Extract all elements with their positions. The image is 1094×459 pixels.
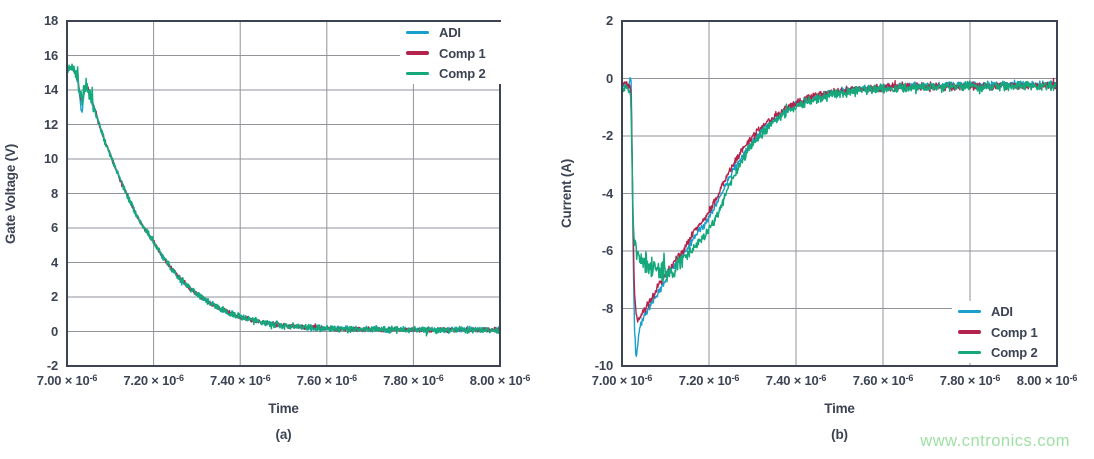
series-path-adi [67, 66, 500, 334]
legend-label: Comp 2 [439, 66, 486, 81]
x-tick-label: 7.40 × 10-6 [765, 373, 827, 388]
plot-frame [621, 20, 1058, 367]
comp1-line-swatch [406, 51, 429, 55]
legend-label: ADI [991, 304, 1013, 319]
y-tick-label: 8 [50, 185, 58, 201]
y-tick-label: 18 [43, 13, 58, 28]
comp2-line-swatch [406, 71, 429, 76]
y-tick-label: 6 [50, 220, 58, 235]
y-tick-label: -4 [601, 185, 613, 201]
x-tick-label: 7.20 × 10-6 [678, 373, 740, 388]
comp2-line-swatch [958, 350, 981, 355]
legend-label: ADI [439, 25, 461, 40]
adi-line-swatch [406, 30, 429, 35]
x-tick-label: 7.40 × 10-6 [209, 373, 271, 388]
legend-item-comp2: Comp 2 [958, 345, 1050, 360]
x-tick-label: 7.00 × 10-6 [36, 373, 98, 388]
y-tick-label: 4 [50, 254, 58, 270]
panel-label-a: (a) [275, 427, 292, 442]
y-tick-label: -8 [601, 300, 613, 316]
x-tick-label: 7.20 × 10-6 [123, 373, 184, 388]
x-tick-label: 8.00 × 10-6 [469, 373, 531, 388]
legend-label: Comp 2 [991, 345, 1038, 360]
y-tick-label: -6 [601, 243, 613, 258]
x-tick-label: 7.60 × 10-6 [852, 373, 914, 388]
watermark-text: www.cntronics.com [920, 432, 1070, 450]
comp1-line-swatch [958, 330, 981, 334]
y-tick-label: 0 [605, 70, 613, 86]
y-tick-label: 12 [43, 116, 58, 132]
series-path-comp2 [622, 80, 1057, 283]
x-axis-title-a: Time [268, 401, 299, 416]
y-tick-label: -2 [46, 358, 58, 373]
plot-frame [66, 20, 501, 367]
series-path-comp1 [67, 66, 500, 334]
adi-line-swatch [958, 309, 981, 314]
x-tick-label: 7.00 × 10-6 [591, 373, 653, 388]
x-tick-label: 8.00 × 10-6 [1016, 373, 1078, 388]
y-tick-label: 2 [605, 13, 613, 28]
y-tick-label: -2 [601, 128, 613, 143]
y-tick-label: 2 [50, 289, 58, 304]
legend-a: ADI Comp 1 Comp 2 [400, 22, 504, 84]
y-tick-label: 14 [43, 82, 58, 97]
legend-item-comp1: Comp 1 [958, 325, 1050, 340]
y-tick-label: 0 [50, 323, 58, 339]
x-axis-title-b: Time [824, 401, 855, 416]
x-tick-label: 7.60 × 10-6 [296, 373, 358, 388]
y-tick-label: 16 [43, 47, 58, 63]
legend-b: ADI Comp 1 Comp 2 [952, 301, 1056, 363]
series-path-comp1 [622, 77, 1057, 323]
y-tick-label: 10 [43, 151, 58, 166]
legend-label: Comp 1 [991, 324, 1038, 340]
legend-item-adi: ADI [406, 25, 498, 40]
panel-label-b: (b) [831, 427, 848, 442]
x-tick-label: 7.80 × 10-6 [939, 373, 1001, 388]
legend-item-comp1: Comp 1 [406, 46, 498, 61]
x-tick-label: 7.80 × 10-6 [383, 373, 444, 388]
series-path-comp2 [67, 63, 500, 337]
legend-item-adi: ADI [958, 304, 1050, 319]
legend-label: Comp 1 [439, 45, 486, 61]
legend-item-comp2: Comp 2 [406, 66, 498, 81]
y-tick-label: -10 [594, 358, 613, 373]
